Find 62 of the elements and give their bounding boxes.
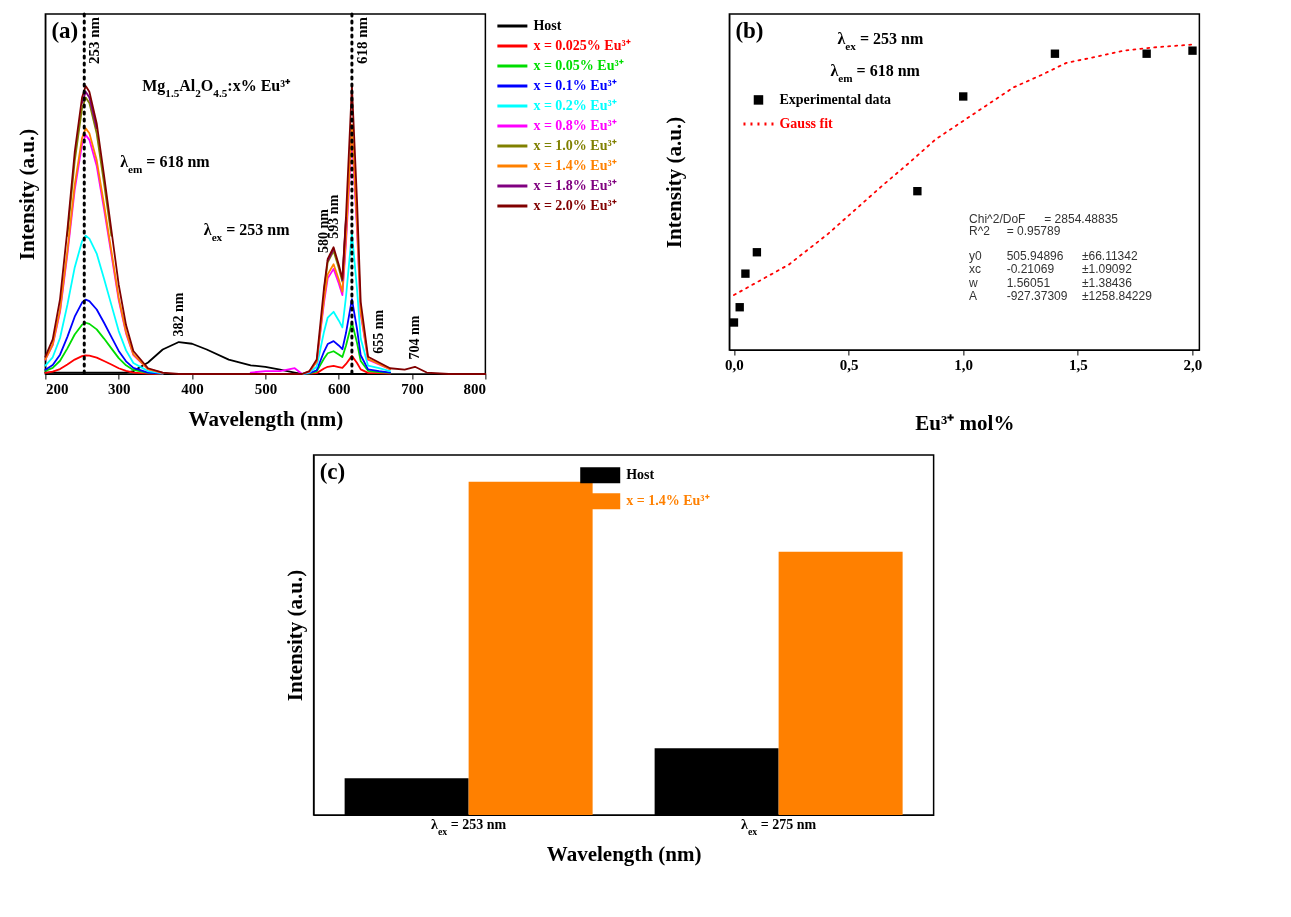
annotation: A [969, 289, 978, 304]
annotation: -927.37309 [1006, 289, 1068, 304]
legend-label: Host [533, 18, 562, 33]
annotation: ±1.09092 [1081, 262, 1133, 277]
annotation: λ$_{ex}$ = 253 nm [203, 221, 291, 243]
chart-title: (c) [319, 459, 346, 484]
annotation: xc [969, 262, 982, 277]
x-tick-label: 1,5 [1068, 356, 1088, 373]
annotation: λ$_{ex}$ = 253 nm [837, 30, 924, 53]
annotation: λ$_{em}$ = 618 nm [120, 152, 211, 175]
legend-label: Experimental data [779, 91, 892, 107]
annotation: ±1.38436 [1081, 275, 1133, 290]
x-tick-label: 700 [401, 380, 424, 397]
x-tick-label: λ$_{ex}$ = 275 nm [741, 816, 817, 836]
x-tick-label: 0,0 [725, 356, 744, 373]
x-axis-title: Eu³⁺ mol% [915, 410, 1015, 435]
chart-title: (b) [735, 18, 764, 43]
annotation: w [968, 275, 979, 290]
annotation: 505.94896 [1006, 248, 1064, 263]
legend-label: x = 0.2% Eu³⁺ [533, 98, 617, 113]
annotation: = 2854.48835 [1044, 211, 1119, 226]
y-axis-title: Intensity (a.u.) [283, 569, 308, 702]
ref-line-label: 618 nm [353, 16, 370, 65]
x-tick-label: 400 [181, 380, 204, 397]
annotation: ±66.11342 [1081, 248, 1138, 263]
annotation: 1.56051 [1006, 275, 1051, 290]
x-tick-label: 300 [107, 380, 131, 397]
legend-label: x = 1.0% Eu³⁺ [533, 138, 617, 153]
legend-label: Host [626, 467, 655, 483]
x-tick-label: 2,0 [1183, 356, 1203, 373]
x-tick-label: 500 [254, 380, 278, 397]
annotation: -0.21069 [1006, 262, 1055, 277]
legend-label: x = 0.025% Eu³⁺ [533, 38, 631, 53]
annotation: 655 nm [370, 309, 386, 354]
ref-line-label: 253 nm [86, 16, 103, 65]
annotation: y0 [969, 248, 983, 263]
x-tick-label: 600 [327, 380, 351, 397]
y-axis-title: Intensity (a.u.) [14, 128, 39, 261]
annotation: 704 nm [406, 315, 422, 360]
legend-label: x = 0.05% Eu³⁺ [533, 58, 624, 73]
legend-label: x = 1.8% Eu³⁺ [533, 178, 617, 193]
annotation: ±1258.84229 [1081, 289, 1153, 304]
x-tick-label: 1,0 [954, 356, 974, 373]
annotation: λ$_{em}$ = 618 nm [830, 62, 921, 85]
legend-label: x = 0.8% Eu³⁺ [533, 118, 617, 133]
x-axis-title: Wavelength (nm) [546, 841, 702, 866]
y-axis-title: Intensity (a.u.) [661, 116, 686, 249]
legend-label: x = 1.4% Eu³⁺ [533, 158, 617, 173]
chart-title: (a) [51, 18, 79, 43]
x-tick-label: 800 [463, 380, 486, 397]
annotation: Chi^2/DoF [969, 211, 1026, 226]
x-tick-label: 200 [45, 380, 69, 397]
legend-label: x = 1.4% Eu³⁺ [626, 493, 710, 509]
annotation: = 0.95789 [1006, 224, 1061, 239]
legend-label: Gauss fit [779, 115, 834, 131]
annotation: Mg$_{1.5}$Al$_{2}$O$_{4.5}$:x% Eu³⁺ [142, 77, 291, 99]
x-tick-label: 0,5 [839, 356, 859, 373]
annotation: R^2 [969, 224, 991, 239]
legend-label: x = 0.1% Eu³⁺ [533, 78, 617, 93]
x-axis-title: Wavelength (nm) [188, 406, 344, 431]
annotation: 382 nm [170, 292, 186, 337]
legend-label: x = 2.0% Eu³⁺ [533, 198, 617, 213]
